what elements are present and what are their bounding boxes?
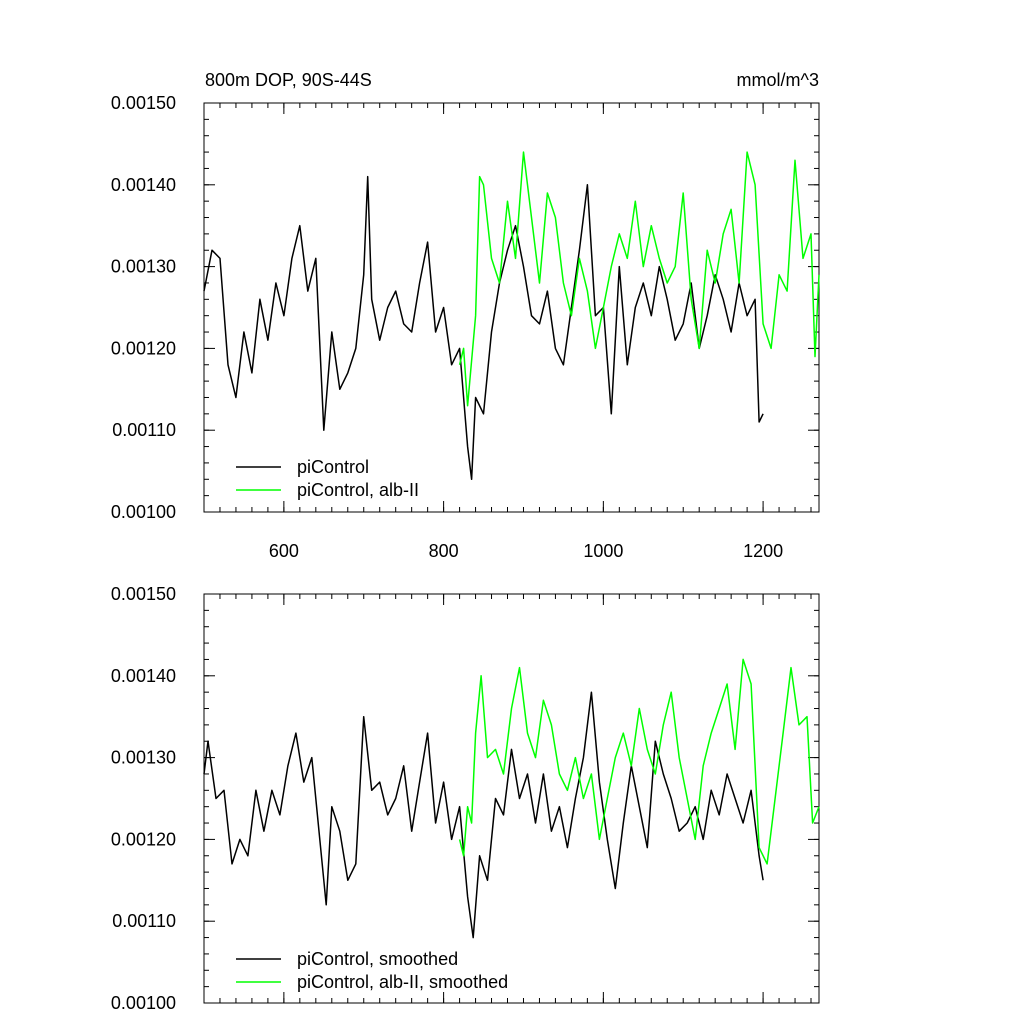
legend-label-alb-ii: piControl, alb-II [297,480,419,500]
y-tick-label: 0.00110 [112,911,176,931]
plot-frame-bottom [203,593,820,1004]
y-tick-label: 0.00140 [111,666,176,686]
legend-label-picontrol-smoothed: piControl, smoothed [297,949,458,969]
x-tick-label: 1000 [583,541,623,561]
y-tick-label: 0.00150 [111,93,176,113]
legend-label-alb-ii-smoothed: piControl, alb-II, smoothed [297,972,508,992]
x-tick-label: 1200 [743,541,783,561]
bottom-panel: 0.00100 0.00110 0.00120 0.00130 0.00140 0.001… [111,584,820,1013]
y-tick-label: 0.00130 [111,748,176,768]
plot-frame-top [203,102,820,513]
axis-ticks-top: 0.00100 0.00110 0.00120 0.00130 0.00140 0.001… [111,93,819,561]
y-tick-label: 0.00130 [111,257,176,277]
y-tick-label: 0.00120 [111,338,176,358]
legend-top: piControl piControl, alb-II [236,457,419,500]
series-line-alb-ii [458,151,820,407]
series-line-alb-ii [458,658,820,865]
y-tick-label: 0.00110 [112,420,176,440]
legend-label-picontrol: piControl [297,457,369,477]
units-label: mmol/m^3 [737,70,819,90]
y-tick-label: 0.00120 [111,829,176,849]
x-tick-label: 600 [269,541,299,561]
legend-bottom: piControl, smoothed piControl, alb-II, s… [236,949,508,992]
series-group-top [203,151,820,481]
y-tick-label: 0.00150 [111,584,176,604]
chart-title: 800m DOP, 90S-44S [205,70,372,90]
y-tick-label: 0.00100 [111,993,176,1013]
top-panel: 800m DOP, 90S-44S mmol/m^3 0.00100 0.0011… [111,70,820,561]
y-tick-label: 0.00140 [111,175,176,195]
series-group-bottom [203,658,820,939]
y-tick-label: 0.00100 [111,502,176,522]
series-line-picontrol [203,175,764,481]
axis-ticks-bottom: 0.00100 0.00110 0.00120 0.00130 0.00140 0.001… [111,584,819,1013]
x-tick-label: 800 [429,541,459,561]
series-line-picontrol [203,691,764,939]
